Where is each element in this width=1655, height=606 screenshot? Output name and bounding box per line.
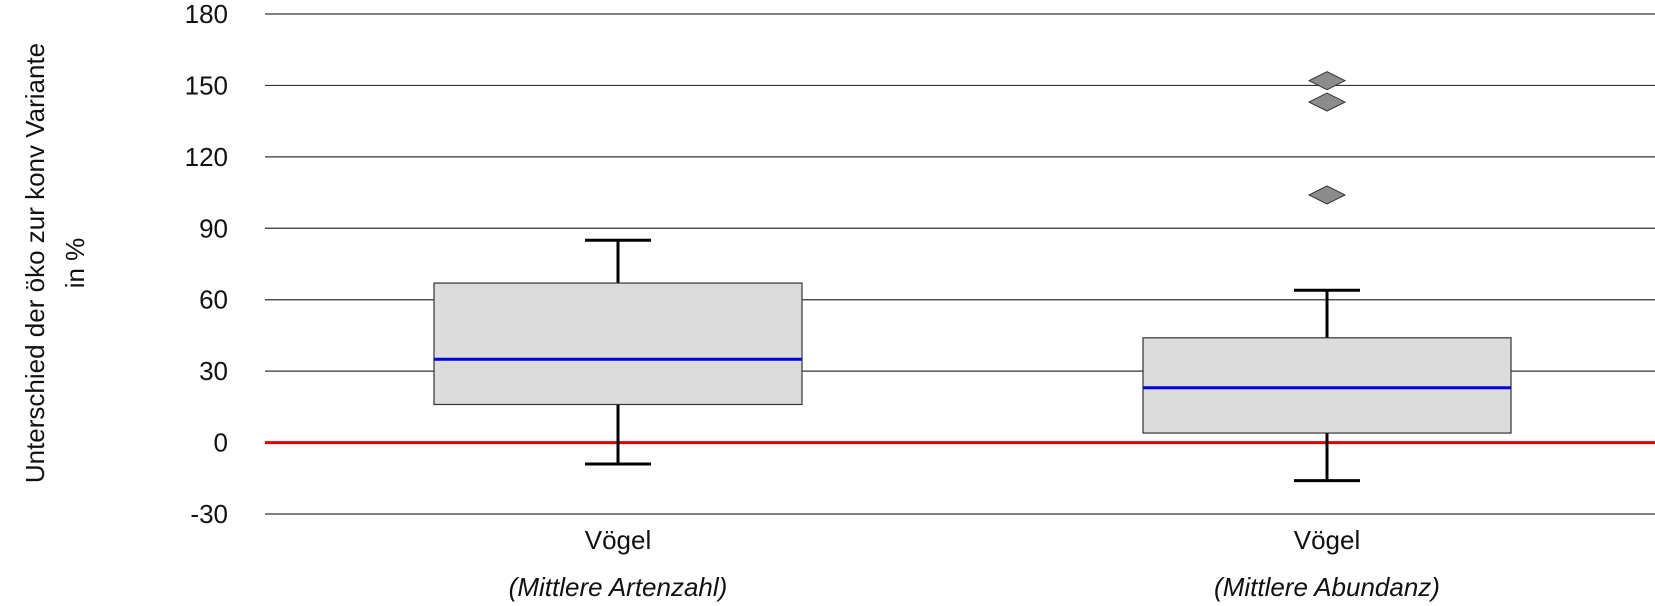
- y-tick-label: -30: [190, 499, 228, 529]
- box-iqr: [433, 282, 803, 406]
- boxes-group: [433, 71, 1512, 483]
- y-tick-label: 150: [185, 70, 228, 100]
- y-tick-label: 0: [214, 428, 228, 458]
- x-category-label: Vögel: [1294, 525, 1361, 555]
- y-tick-labels: -30 0 30 60 90 120 150 180: [185, 0, 228, 529]
- outlier-point: [1307, 185, 1347, 205]
- x-category-labels: Vögel (Mittlere Artenzahl) Vögel (Mittlere …: [509, 525, 1440, 602]
- y-tick-label: 60: [199, 285, 228, 315]
- x-category-sublabel: (Mittlere Artenzahl): [509, 572, 728, 602]
- box-plot-2: [1142, 71, 1512, 483]
- grid-lines: [265, 13, 1655, 515]
- y-tick-label: 30: [199, 356, 228, 386]
- y-axis-title-line2: in %: [60, 238, 90, 289]
- y-tick-label: 120: [185, 142, 228, 172]
- outlier-point: [1307, 71, 1347, 91]
- box-iqr: [1142, 337, 1512, 434]
- y-axis-title-line1: Unterschied der öko zur konv Variante: [20, 43, 50, 483]
- x-category-sublabel: (Mittlere Abundanz): [1214, 572, 1440, 602]
- y-tick-label: 180: [185, 0, 228, 29]
- y-tick-label: 90: [199, 213, 228, 243]
- box-plot-1: [433, 238, 803, 466]
- x-category-label: Vögel: [585, 525, 652, 555]
- outlier-point: [1307, 92, 1347, 112]
